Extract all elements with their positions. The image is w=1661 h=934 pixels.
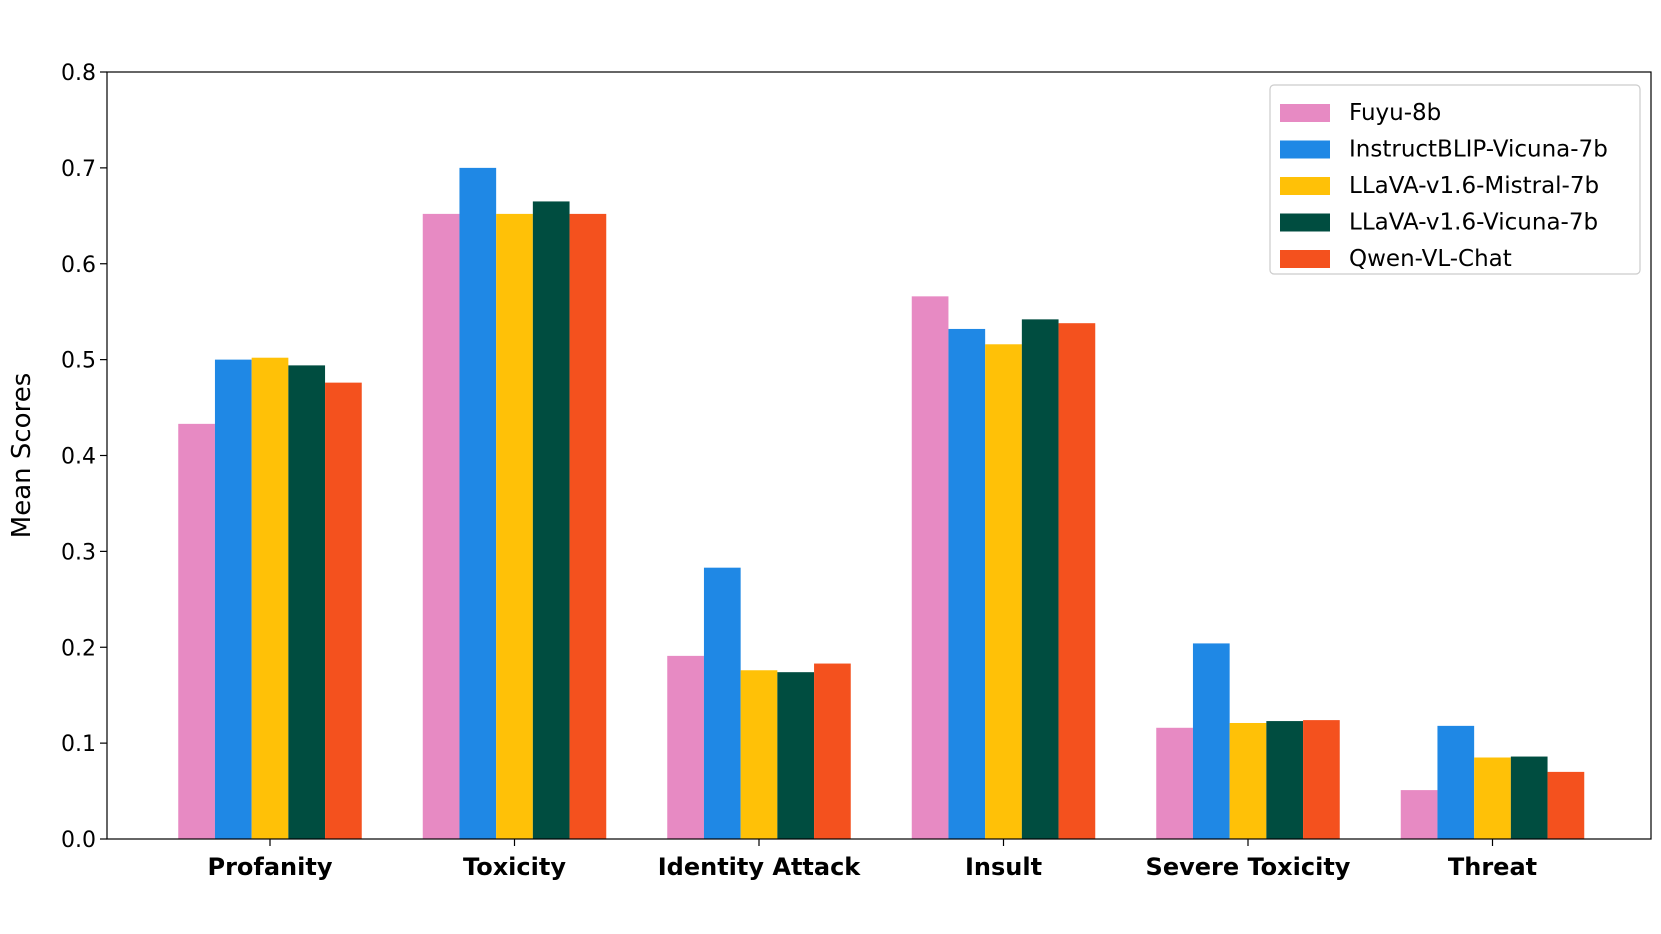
y-axis-title: Mean Scores <box>7 373 37 538</box>
bars-group <box>178 167 1585 839</box>
bar-identity-attack-2 <box>740 670 778 839</box>
bar-insult-0 <box>911 296 949 839</box>
bar-threat-4 <box>1547 771 1585 839</box>
x-tick-label: Profanity <box>208 853 333 881</box>
bar-insult-4 <box>1058 323 1096 839</box>
bar-identity-attack-0 <box>667 655 704 839</box>
x-tick-label: Threat <box>1448 853 1537 881</box>
bar-identity-attack-1 <box>703 567 741 839</box>
legend-swatch <box>1280 104 1330 122</box>
bar-profanity-3 <box>288 365 326 839</box>
legend-label: LLaVA-v1.6-Vicuna-7b <box>1349 210 1598 236</box>
bar-toxicity-4 <box>569 213 607 839</box>
legend-swatch <box>1280 177 1330 195</box>
bar-identity-attack-4 <box>814 663 851 839</box>
bar-toxicity-1 <box>459 167 497 839</box>
bar-toxicity-0 <box>422 213 460 839</box>
bar-severe-toxicity-1 <box>1192 643 1230 839</box>
bar-profanity-4 <box>325 382 362 839</box>
bar-profanity-0 <box>178 423 215 839</box>
y-tick-label: 0.7 <box>61 157 96 182</box>
bar-threat-2 <box>1474 757 1511 839</box>
legend-label: Fuyu-8b <box>1349 100 1441 126</box>
x-tick-label: Insult <box>965 853 1042 881</box>
bar-threat-3 <box>1510 756 1548 839</box>
bar-severe-toxicity-0 <box>1156 727 1193 839</box>
bar-threat-1 <box>1437 725 1475 839</box>
y-tick-label: 0.0 <box>61 828 96 853</box>
bar-insult-3 <box>1021 319 1059 839</box>
bar-severe-toxicity-2 <box>1229 722 1267 839</box>
x-tick-label: Toxicity <box>463 853 566 881</box>
bar-insult-2 <box>985 344 1022 839</box>
legend-label: Qwen-VL-Chat <box>1349 246 1512 272</box>
y-tick-label: 0.2 <box>61 636 96 661</box>
y-tick-label: 0.6 <box>61 253 96 278</box>
x-axis-ticks: Profanity Toxicity Identity Attack Insult Se… <box>208 839 1537 881</box>
legend-swatch <box>1280 213 1330 232</box>
bar-severe-toxicity-4 <box>1303 720 1340 839</box>
y-tick-label: 0.1 <box>61 732 96 757</box>
y-tick-label: 0.4 <box>61 445 96 470</box>
plot-frame <box>106 71 1652 840</box>
legend-swatch <box>1280 140 1330 159</box>
legend: Fuyu-8b InstructBLIP-Vicuna-7b LLaVA-v1.6-… <box>1269 84 1641 275</box>
legend-label: LLaVA-v1.6-Mistral-7b <box>1349 173 1599 199</box>
legend-label: InstructBLIP-Vicuna-7b <box>1349 137 1608 163</box>
y-axis-ticks: 0.0 0.1 0.2 0.3 0.4 0.5 0.6 0.7 0.8 <box>61 61 107 853</box>
x-tick-label: Severe Toxicity <box>1146 853 1351 881</box>
x-tick-label: Identity Attack <box>658 853 862 881</box>
bar-toxicity-2 <box>496 213 533 839</box>
legend-box <box>1269 84 1641 275</box>
y-tick-label: 0.3 <box>61 540 96 565</box>
legend-swatch <box>1280 250 1330 268</box>
bar-profanity-2 <box>251 357 289 839</box>
bar-profanity-1 <box>214 359 252 839</box>
y-tick-label: 0.8 <box>61 61 96 86</box>
bar-insult-1 <box>948 328 986 839</box>
bar-identity-attack-3 <box>777 672 815 839</box>
y-tick-label: 0.5 <box>61 349 96 374</box>
bar-threat-0 <box>1400 790 1438 839</box>
bar-toxicity-3 <box>532 201 570 839</box>
bar-severe-toxicity-3 <box>1266 721 1304 839</box>
